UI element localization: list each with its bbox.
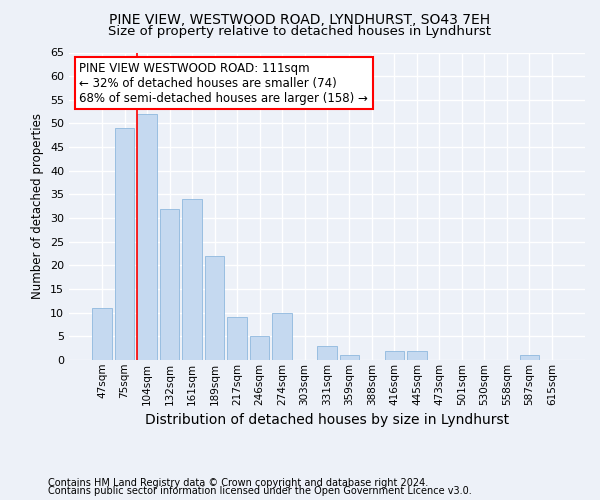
Text: Contains public sector information licensed under the Open Government Licence v3: Contains public sector information licen… <box>48 486 472 496</box>
Bar <box>182 199 202 360</box>
Bar <box>520 356 539 360</box>
Bar <box>250 336 269 360</box>
Bar <box>407 350 427 360</box>
Bar <box>160 208 179 360</box>
Text: PINE VIEW, WESTWOOD ROAD, LYNDHURST, SO43 7EH: PINE VIEW, WESTWOOD ROAD, LYNDHURST, SO4… <box>109 12 491 26</box>
Y-axis label: Number of detached properties: Number of detached properties <box>31 114 44 299</box>
Bar <box>227 318 247 360</box>
Bar <box>340 356 359 360</box>
Bar <box>92 308 112 360</box>
Bar <box>137 114 157 360</box>
Bar <box>385 350 404 360</box>
Bar <box>205 256 224 360</box>
Text: Size of property relative to detached houses in Lyndhurst: Size of property relative to detached ho… <box>109 25 491 38</box>
Text: Contains HM Land Registry data © Crown copyright and database right 2024.: Contains HM Land Registry data © Crown c… <box>48 478 428 488</box>
Text: PINE VIEW WESTWOOD ROAD: 111sqm
← 32% of detached houses are smaller (74)
68% of: PINE VIEW WESTWOOD ROAD: 111sqm ← 32% of… <box>79 62 368 104</box>
Bar <box>272 312 292 360</box>
Bar <box>115 128 134 360</box>
X-axis label: Distribution of detached houses by size in Lyndhurst: Distribution of detached houses by size … <box>145 413 509 427</box>
Bar <box>317 346 337 360</box>
